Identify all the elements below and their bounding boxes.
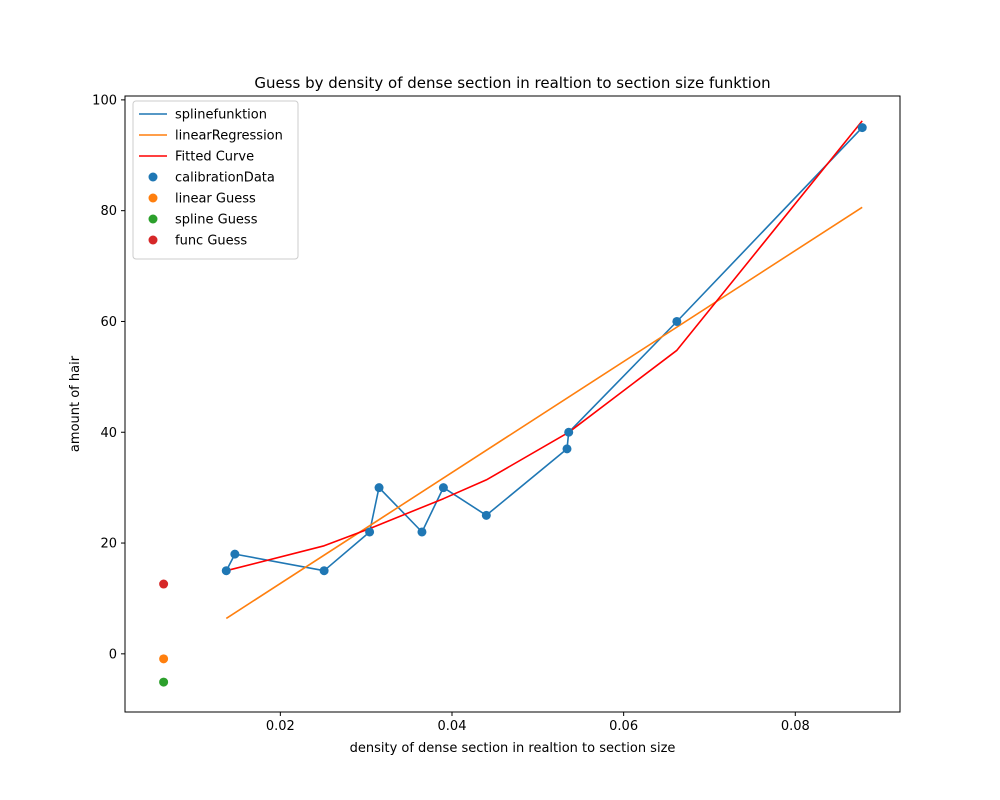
x-tick-label: 0.06: [609, 719, 638, 734]
data-point-calibrationdata: [365, 527, 375, 537]
data-point-calibrationdata: [481, 510, 491, 520]
chart-title: Guess by density of dense section in rea…: [254, 74, 770, 92]
legend-swatch-calibrationdata: [148, 172, 158, 182]
data-point-spline-guess: [159, 677, 169, 687]
data-point-calibrationdata: [857, 123, 867, 133]
y-tick-label: 100: [92, 93, 117, 108]
data-point-calibrationdata: [221, 566, 231, 576]
legend-label-linearregression: linearRegression: [175, 129, 283, 144]
legend: splinefunktion linearRegression Fitted Cur…: [132, 100, 299, 260]
data-point-func-guess: [159, 579, 169, 589]
data-point-calibrationdata: [672, 316, 682, 326]
data-point-calibrationdata: [564, 427, 574, 437]
legend-label-linear-guess: linear Guess: [175, 192, 256, 207]
legend-box: [132, 100, 299, 260]
legend-swatch-spline-guess: [148, 214, 158, 224]
series-line-linearregression: [225, 206, 863, 620]
legend-label-func-guess: func Guess: [175, 234, 247, 249]
data-point-calibrationdata: [374, 483, 384, 493]
y-tick-label: 60: [100, 315, 117, 330]
data-point-calibrationdata: [562, 444, 572, 454]
legend-swatch-func-guess: [148, 235, 158, 245]
y-tick-label: 80: [100, 204, 117, 219]
legend-swatch-linear-guess: [148, 193, 158, 203]
data-point-calibrationdata: [417, 527, 427, 537]
legend-label-calibrationdata: calibrationData: [175, 171, 275, 186]
x-tick-label: 0.02: [266, 719, 295, 734]
y-tick-label: 0: [109, 647, 117, 662]
y-axis-label: amount of hair: [68, 355, 83, 452]
axes-frame: [124, 95, 901, 713]
y-tick-label: 20: [100, 537, 117, 552]
plot-area: 0.02 0.04 0.06 0.08 0 20 40 60 80 100: [92, 93, 901, 734]
series-line-splinefunktion: [225, 127, 863, 572]
data-point-calibrationdata: [230, 549, 240, 559]
series-line-fitted-curve: [226, 120, 863, 572]
data-point-calibrationdata: [438, 483, 448, 493]
data-point-calibrationdata: [319, 566, 329, 576]
legend-label-splinefunktion: splinefunktion: [175, 108, 267, 123]
x-tick-label: 0.04: [438, 719, 467, 734]
x-axis-label: density of dense section in realtion to …: [350, 741, 676, 756]
legend-label-fitted-curve: Fitted Curve: [175, 150, 254, 165]
y-tick-label: 40: [100, 426, 117, 441]
data-point-linear-guess: [159, 654, 169, 664]
legend-label-spline-guess: spline Guess: [175, 213, 258, 228]
x-tick-label: 0.08: [781, 719, 810, 734]
